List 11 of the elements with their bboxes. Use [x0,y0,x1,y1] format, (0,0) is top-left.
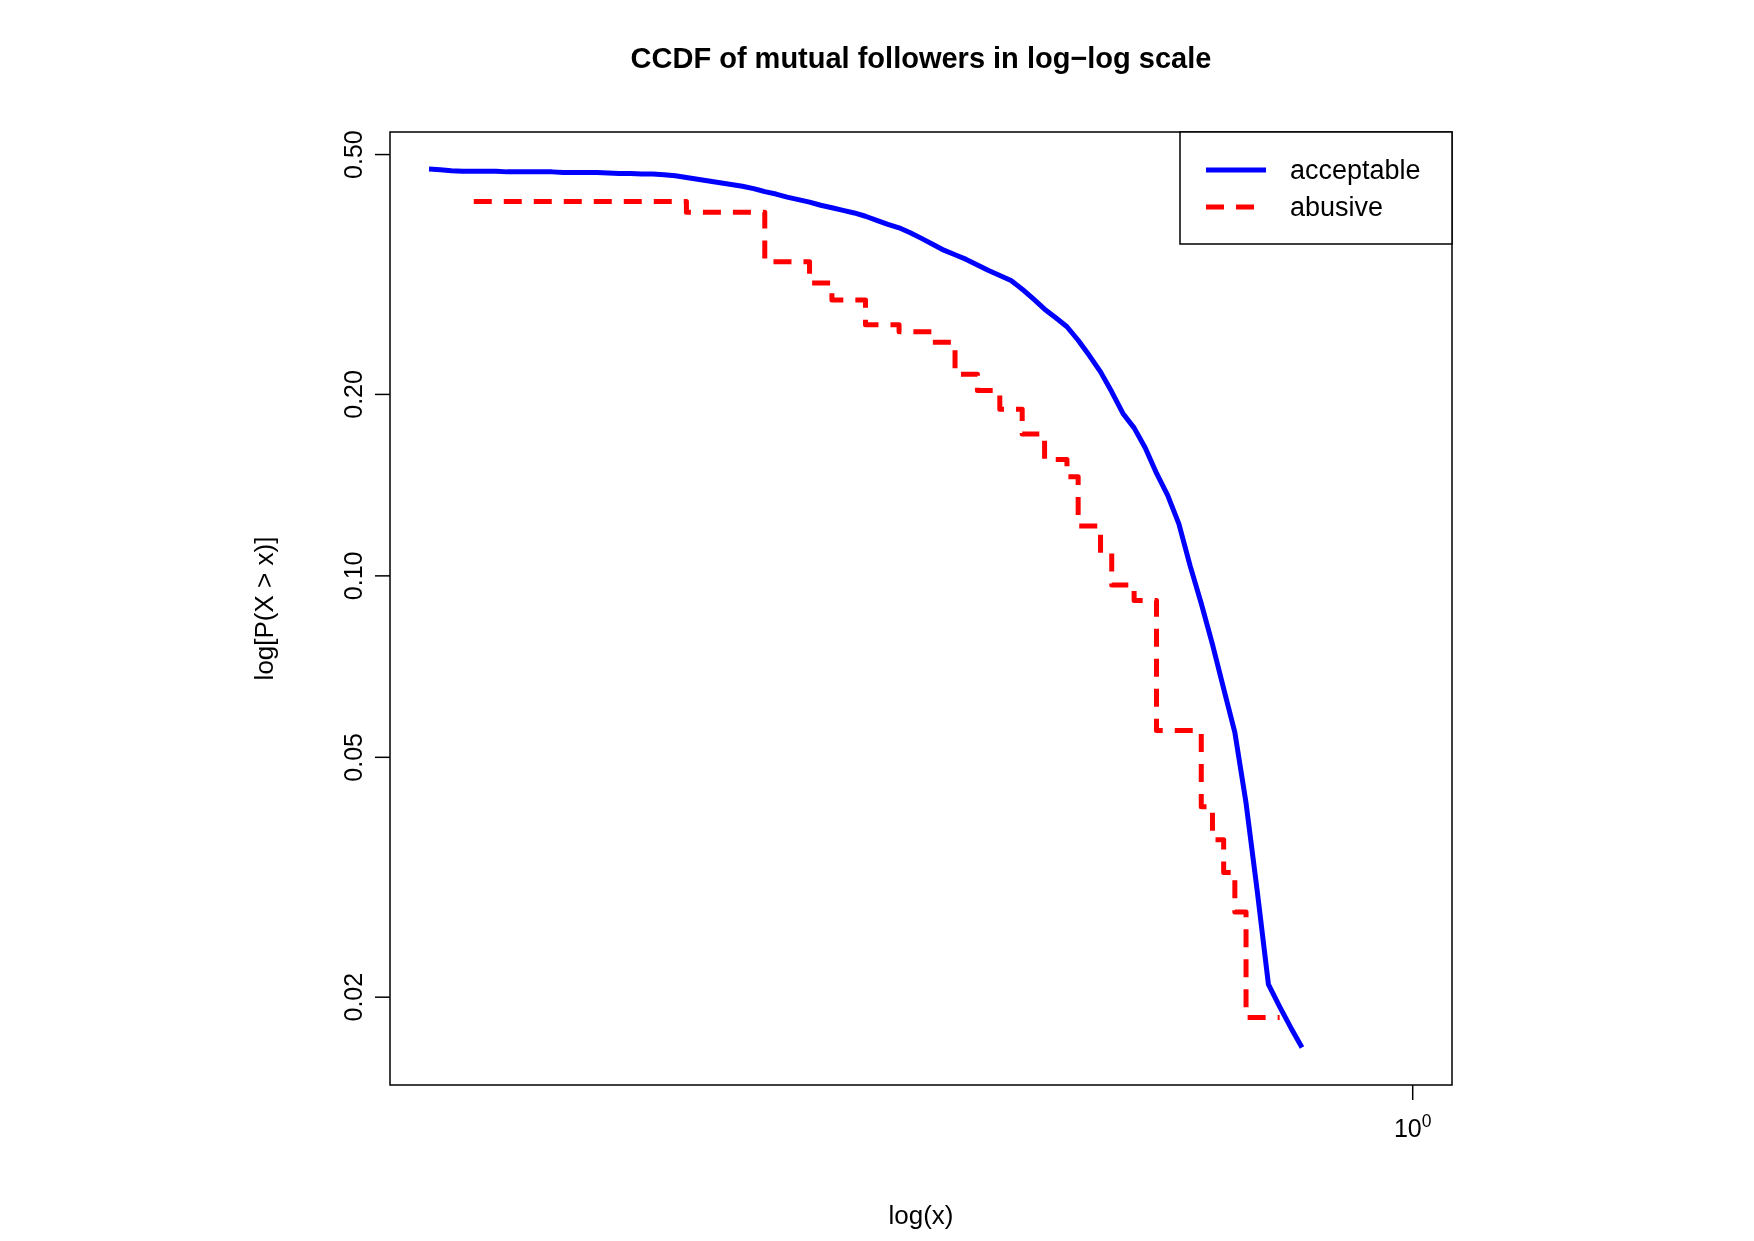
y-tick-label: 0.10 [339,551,367,601]
y-tick-label: 0.02 [339,972,367,1022]
y-tick-label: 0.50 [339,130,367,179]
y-tick-label: 0.05 [339,732,367,782]
text: 10$^{0}$ [1393,1111,1432,1142]
y-axis-title: log[P(X > x)] [249,536,279,681]
chart-title: CCDF of mutual followers in log−log scale [630,42,1212,74]
legend-label: acceptable [1290,155,1421,185]
x-axis-title: log(x) [888,1200,954,1230]
y-tick-label: 0.20 [339,370,367,419]
legend-label: abusive [1290,192,1384,222]
